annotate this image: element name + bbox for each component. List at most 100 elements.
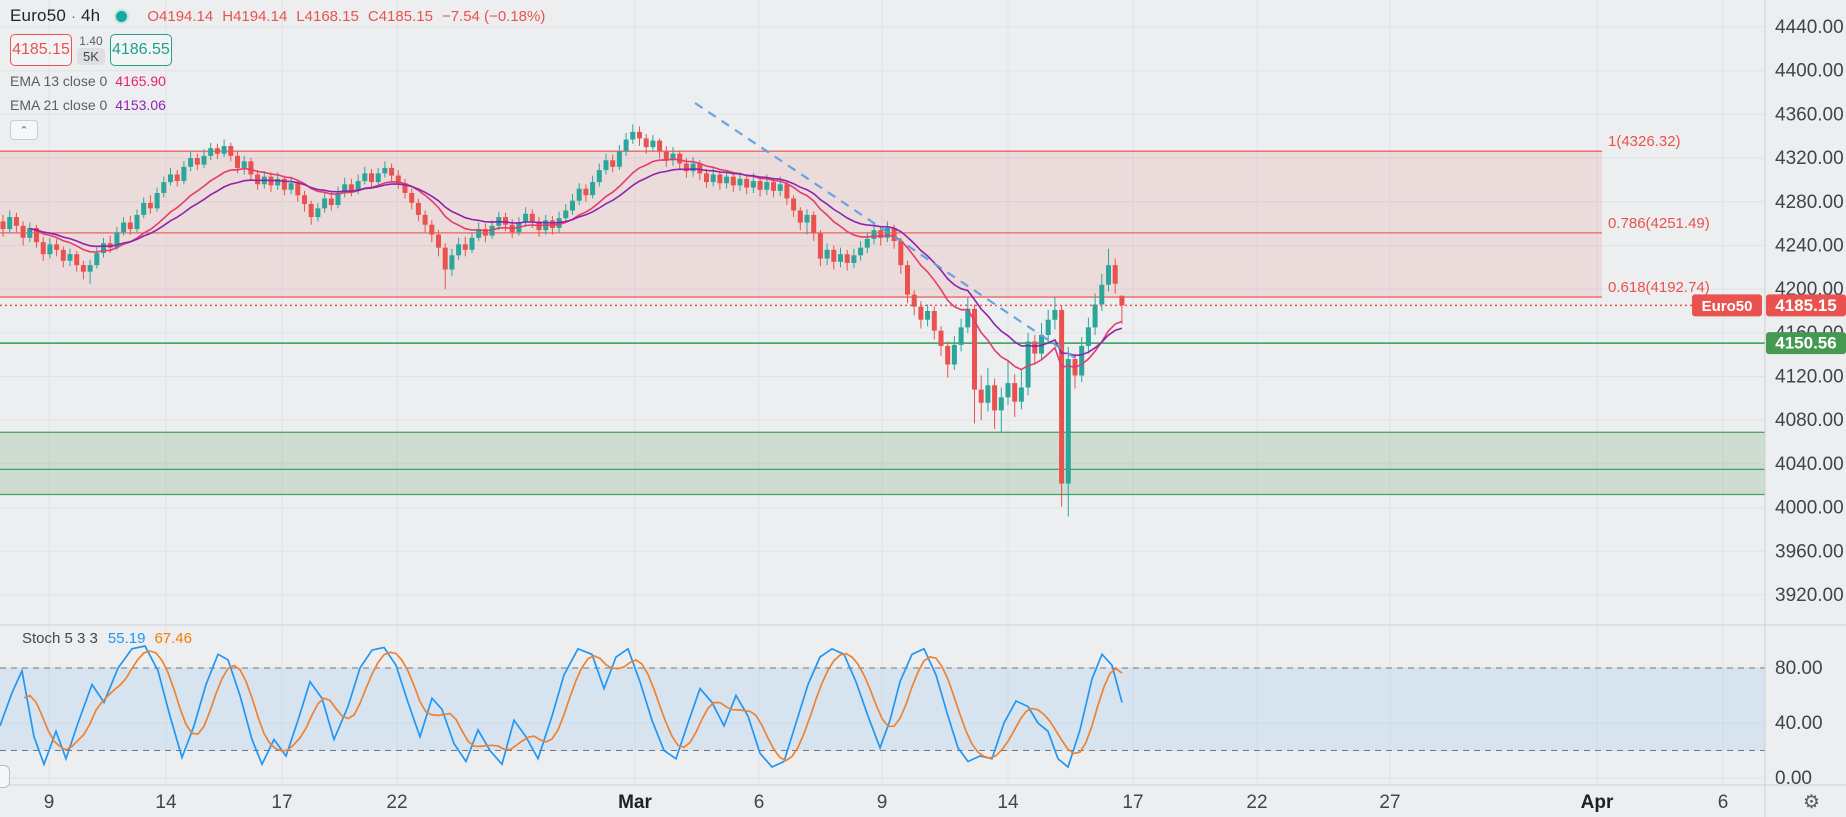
candle[interactable]	[637, 126, 642, 147]
candle[interactable]	[141, 197, 147, 219]
candle[interactable]	[462, 236, 468, 257]
candle[interactable]	[375, 167, 381, 186]
candle[interactable]	[0, 214, 6, 237]
candle[interactable]	[844, 249, 850, 271]
candle[interactable]	[643, 134, 649, 154]
candle[interactable]	[1039, 323, 1044, 361]
candle[interactable]	[657, 138, 663, 159]
candle[interactable]	[208, 142, 214, 161]
candle[interactable]	[838, 247, 843, 268]
candle[interactable]	[201, 149, 207, 168]
time-axis-settings-gear-icon[interactable]: ⚙	[1802, 792, 1820, 813]
time-axis[interactable]: 9 14 17 22 Mar 6 9 14 17 22 27 Apr 6	[44, 792, 1729, 813]
interval-label[interactable]: 4h	[81, 6, 101, 25]
candle[interactable]	[147, 195, 153, 214]
pane-resize-handle[interactable]	[0, 765, 10, 788]
candle[interactable]	[811, 211, 817, 242]
candle[interactable]	[335, 186, 341, 209]
candle[interactable]	[101, 237, 106, 258]
candle[interactable]	[127, 215, 133, 235]
candle[interactable]	[40, 236, 46, 261]
candle[interactable]	[737, 172, 743, 191]
candle[interactable]	[456, 237, 462, 260]
candle[interactable]	[1119, 295, 1125, 325]
candle[interactable]	[965, 297, 971, 333]
candle[interactable]	[851, 248, 857, 269]
candle[interactable]	[409, 188, 415, 210]
candle[interactable]	[1059, 305, 1065, 507]
candle[interactable]	[168, 167, 173, 186]
candle[interactable]	[1065, 347, 1071, 517]
ema-21-line[interactable]	[29, 168, 1123, 357]
candle[interactable]	[67, 248, 73, 267]
candle[interactable]	[717, 171, 723, 190]
candle[interactable]	[704, 168, 709, 188]
candle[interactable]	[1045, 309, 1051, 344]
candle[interactable]	[771, 178, 776, 198]
candle[interactable]	[1079, 337, 1085, 382]
buy-ask-button[interactable]: 4186.55	[109, 34, 172, 66]
candle[interactable]	[972, 304, 977, 424]
candle[interactable]	[610, 154, 616, 173]
candle[interactable]	[744, 175, 750, 195]
candle[interactable]	[429, 220, 435, 243]
ema13-label[interactable]: EMA 13 close 0	[10, 73, 108, 89]
candle[interactable]	[871, 223, 877, 245]
candle[interactable]	[302, 190, 307, 212]
stoch-plot[interactable]	[0, 645, 1123, 769]
candle[interactable]	[47, 237, 53, 259]
candle[interactable]	[730, 173, 736, 192]
candle[interactable]	[670, 147, 676, 166]
candle[interactable]	[188, 151, 194, 172]
candle[interactable]	[791, 195, 797, 218]
symbol-title[interactable]: Euro50	[10, 6, 67, 25]
candle[interactable]	[1012, 374, 1018, 417]
candle[interactable]	[74, 250, 80, 272]
candle[interactable]	[436, 230, 441, 257]
ema-13-line[interactable]	[29, 158, 1123, 371]
candle[interactable]	[824, 243, 830, 266]
candle[interactable]	[322, 193, 328, 213]
candle[interactable]	[630, 124, 636, 144]
candle[interactable]	[54, 238, 60, 257]
candle[interactable]	[911, 290, 917, 316]
candle[interactable]	[784, 181, 790, 206]
candle[interactable]	[87, 259, 93, 284]
candle[interactable]	[1025, 332, 1031, 396]
candle[interactable]	[241, 155, 247, 175]
candle[interactable]	[905, 260, 910, 304]
candle[interactable]	[797, 207, 803, 231]
candle[interactable]	[1032, 335, 1038, 365]
candles-layer[interactable]	[0, 124, 1125, 517]
candle[interactable]	[938, 326, 944, 356]
candle[interactable]	[476, 222, 482, 242]
candle[interactable]	[1092, 293, 1098, 336]
candle[interactable]	[1018, 369, 1024, 410]
candle[interactable]	[1052, 296, 1058, 330]
candle[interactable]	[590, 175, 596, 199]
candle[interactable]	[864, 232, 870, 254]
candle[interactable]	[342, 177, 348, 198]
candle[interactable]	[27, 222, 33, 243]
candle[interactable]	[134, 209, 140, 233]
candle[interactable]	[690, 156, 696, 177]
candle[interactable]	[925, 304, 931, 327]
candle[interactable]	[831, 245, 837, 270]
legend-collapse-button[interactable]: ⌃	[10, 120, 38, 140]
stoch-label[interactable]: Stoch 5 3 3	[22, 630, 98, 647]
candle[interactable]	[817, 230, 823, 267]
candle[interactable]	[174, 170, 180, 187]
fib-retracement-zone[interactable]: 1(4326.32) 0.786(4251.49) 0.618(4192.74)	[0, 133, 1710, 298]
candle[interactable]	[469, 232, 475, 254]
candle[interactable]	[958, 318, 964, 352]
candle[interactable]	[603, 153, 609, 175]
candle[interactable]	[402, 178, 408, 199]
candle[interactable]	[369, 168, 374, 188]
candle[interactable]	[898, 237, 904, 274]
sell-bid-button[interactable]: 4185.15	[10, 34, 72, 66]
lot-size-chip[interactable]: 5K	[77, 48, 105, 65]
candle[interactable]	[951, 336, 957, 370]
candle[interactable]	[442, 243, 448, 290]
candle[interactable]	[422, 210, 428, 233]
candle[interactable]	[1112, 258, 1118, 294]
